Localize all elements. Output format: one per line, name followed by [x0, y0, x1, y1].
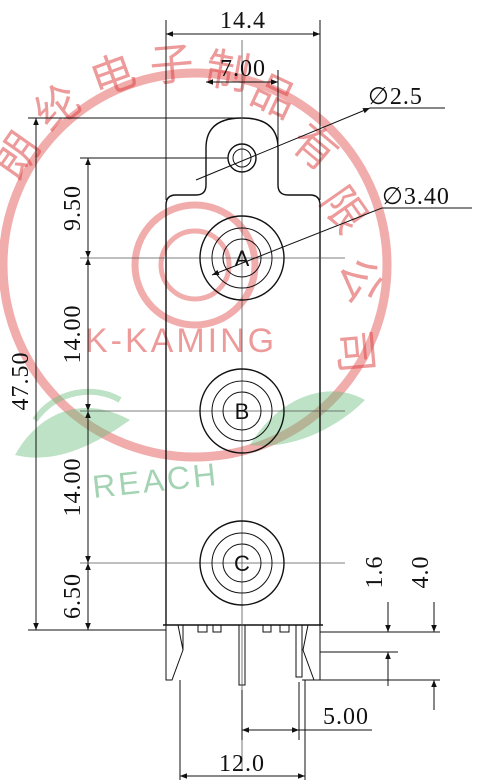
base-right-foot	[302, 624, 321, 681]
dim-jack-dia-leader	[211, 207, 383, 276]
dim-pin-spacing-text: 5.00	[323, 704, 369, 730]
dim-pin-length: 1.6 4.0	[302, 556, 440, 710]
dim-chain: 9.50 14.00 14.00 6.50	[60, 157, 228, 630]
base-notch-2	[212, 625, 222, 633]
dim-overall-height-text: 47.50	[8, 352, 34, 411]
base-notch-3	[262, 625, 272, 633]
watermark-char-9: 司	[328, 328, 381, 376]
jack-c-ring-3	[222, 543, 262, 583]
dim-pin-spacing: 5.00	[241, 682, 372, 740]
watermark-ring-inner	[131, 201, 259, 329]
dim-pin-length-1-text: 1.6	[362, 556, 388, 589]
jack-b-ring-3	[222, 391, 262, 431]
dim-pin-length-2-text: 4.0	[408, 556, 434, 589]
dim-hole-offset: 7.00	[206, 56, 279, 150]
jack-c: C	[199, 520, 285, 606]
jack-a-ring-3	[222, 238, 262, 278]
dim-hole-dia-leader	[195, 107, 371, 181]
dim-overall-height: 47.50	[8, 117, 236, 631]
dim-top-to-a-text: 9.50	[60, 185, 86, 231]
dim-hole-dia: ∅2.5	[195, 84, 445, 181]
jack-c-ring-2	[211, 532, 273, 594]
jack-b: B	[199, 368, 285, 454]
dim-base-width-text: 12.0	[219, 751, 265, 777]
watermark-char-6: 有	[282, 115, 347, 181]
dim-hole-offset-text: 7.00	[220, 56, 266, 82]
jack-a-label: A	[235, 246, 250, 271]
watermark-reach: REACH	[91, 456, 221, 505]
watermark-ring-outer	[0, 68, 392, 462]
base-left-foot	[165, 624, 184, 681]
jack-c-ring-1	[199, 520, 285, 606]
dim-jack-dia: ∅3.40	[211, 184, 472, 276]
body-outline	[165, 117, 321, 625]
jack-b-ring-2	[211, 380, 273, 442]
hole-inner	[232, 148, 252, 168]
dim-jack-dia-text: ∅3.40	[382, 184, 450, 210]
watermark-ring-core	[158, 228, 232, 302]
dim-base-width: 12.0	[179, 680, 306, 780]
jack-c-label: C	[234, 551, 250, 576]
jack-a-ring-1	[199, 215, 285, 301]
dim-c-to-base-text: 6.50	[60, 573, 86, 619]
dim-a-to-b-text: 14.00	[60, 305, 86, 364]
pin-right	[295, 624, 303, 678]
base-notch-4	[279, 625, 290, 633]
watermark: 朗 纶 电 子 制 品 有 限 公 司 K-KAMING REACH	[0, 39, 392, 505]
watermark-leaf-right	[250, 391, 365, 446]
watermark-char-4: 制	[202, 44, 254, 100]
dim-b-to-c-text: 14.00	[60, 458, 86, 517]
watermark-char-0: 朗	[0, 124, 50, 188]
jack-b-label: B	[235, 399, 250, 424]
watermark-leaf-left-2	[32, 388, 122, 422]
jack-b-ring-1	[199, 368, 285, 454]
watermark-latin: K-KAMING	[85, 322, 277, 360]
dim-overall-width-text: 14.4	[220, 8, 266, 34]
dim-hole-dia-text: ∅2.5	[368, 84, 423, 110]
dim-overall-width: 14.4	[165, 8, 321, 200]
jack-a-ring-2	[211, 227, 273, 289]
watermark-leaf-left	[15, 407, 130, 458]
base-notch-1	[197, 625, 208, 633]
watermark-char-3: 子	[148, 39, 196, 92]
